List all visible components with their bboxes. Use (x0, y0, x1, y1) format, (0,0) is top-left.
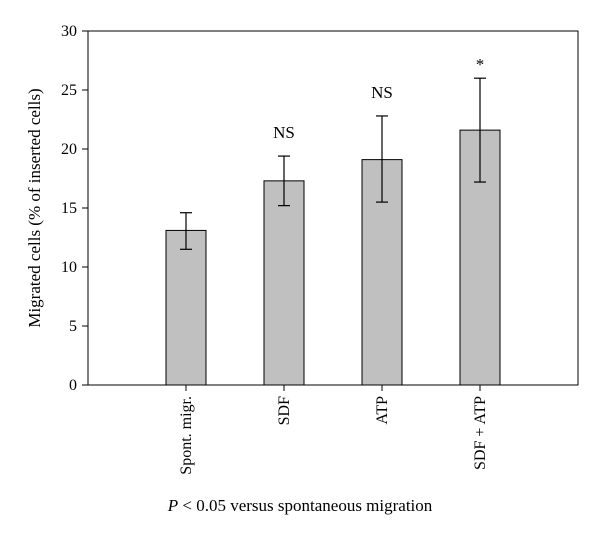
bar (165, 229, 207, 386)
significance-annotations: NS NS * (273, 55, 484, 142)
significance-label: * (476, 55, 485, 74)
footnote: P < 0.05 versus spontaneous migration (0, 496, 600, 516)
significance-label: NS (273, 123, 295, 142)
significance-label: NS (371, 83, 393, 102)
plot-frame (87, 30, 579, 386)
category-label: Spont. migr. (178, 396, 195, 475)
bar (263, 180, 305, 386)
error-bars (180, 77, 486, 250)
y-tick-label: 15 (61, 200, 77, 217)
y-tick-label: 5 (69, 318, 77, 335)
y-tick-label: 0 (69, 377, 77, 394)
y-axis: 0 5 10 15 20 25 30 (61, 23, 88, 394)
category-label: SDF (276, 396, 293, 425)
y-tick-label: 20 (61, 141, 77, 158)
category-label: ATP (374, 396, 391, 425)
p-symbol: P (167, 496, 179, 515)
y-tick-label: 25 (61, 82, 77, 99)
bars (165, 129, 501, 386)
y-axis-label: Migrated cells (% of inserted cells) (25, 88, 44, 327)
category-label: SDF + ATP (472, 396, 489, 470)
y-tick-label: 30 (61, 23, 77, 40)
footnote-text: < 0.05 versus spontaneous migration (182, 496, 433, 515)
x-axis: Spont. migr. SDF ATP SDF + ATP (178, 385, 489, 475)
y-tick-label: 10 (61, 259, 77, 276)
